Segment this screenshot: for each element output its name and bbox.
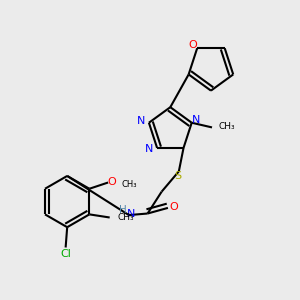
Text: N: N [137,116,145,126]
Text: N: N [192,115,200,125]
Text: S: S [174,171,181,181]
Text: O: O [188,40,197,50]
Text: N: N [127,209,136,220]
Text: CH₃: CH₃ [118,213,134,222]
Text: O: O [107,177,116,187]
Text: H: H [118,206,126,215]
Text: CH₃: CH₃ [219,122,236,131]
Text: N: N [145,144,154,154]
Text: Cl: Cl [60,249,71,260]
Text: CH₃: CH₃ [121,180,137,189]
Text: O: O [169,202,178,212]
